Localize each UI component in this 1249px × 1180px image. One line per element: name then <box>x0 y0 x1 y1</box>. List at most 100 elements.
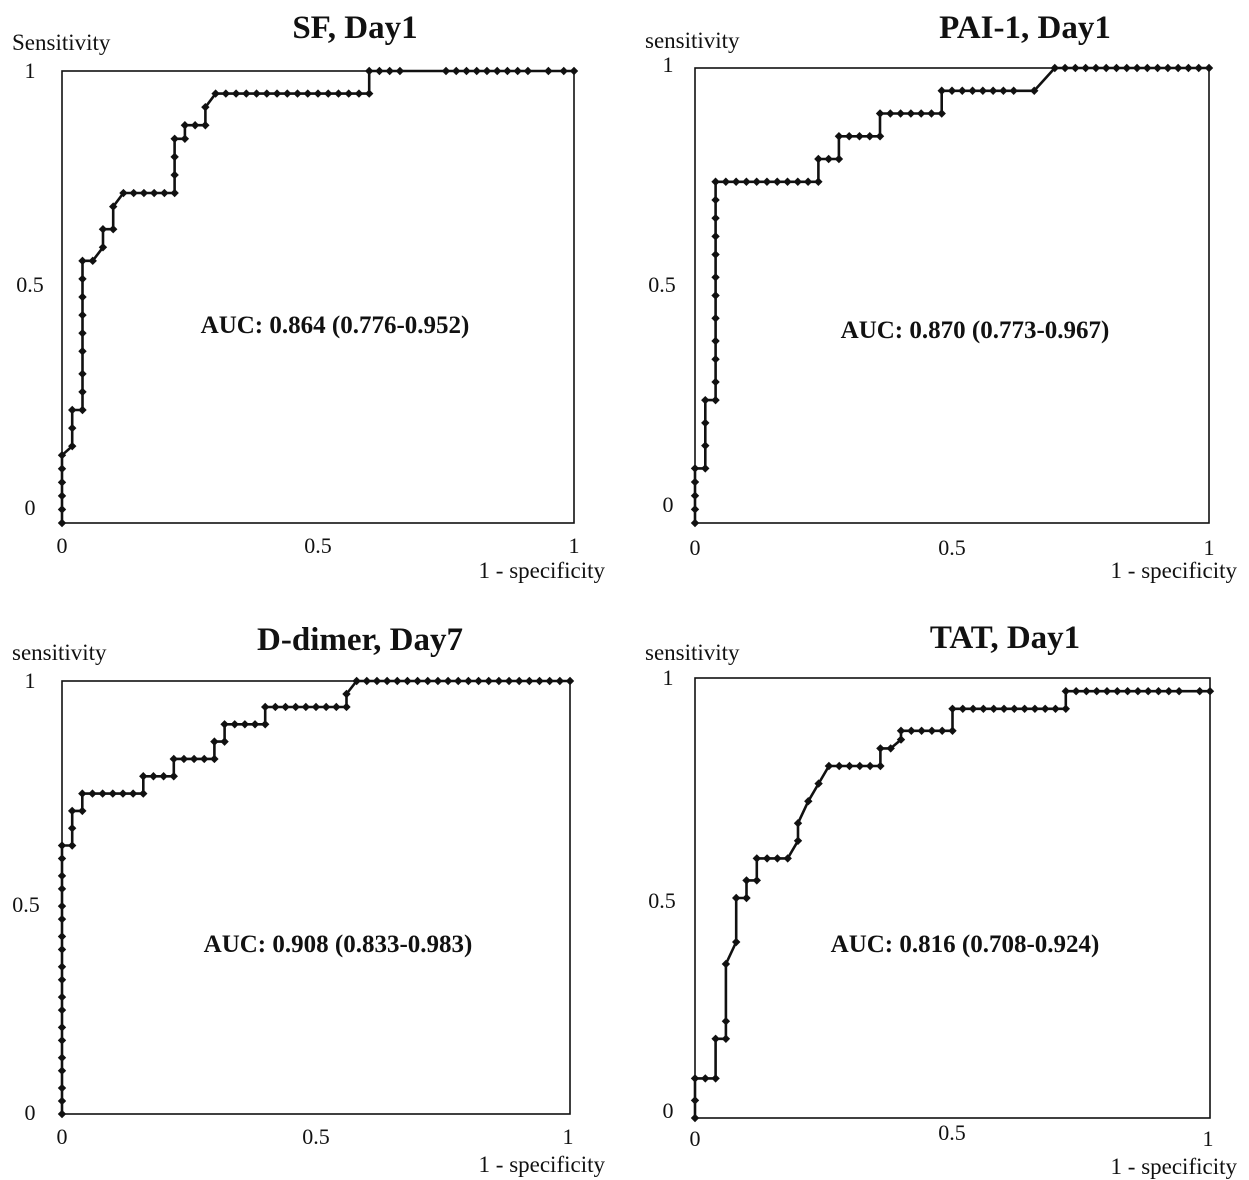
roc-point <box>958 704 967 713</box>
x-tick-label: 0.5 <box>938 535 966 560</box>
x-tick-label: 0 <box>690 535 701 560</box>
plot-frame <box>61 70 575 524</box>
roc-point <box>159 772 168 781</box>
roc-point <box>1205 687 1215 696</box>
roc-point <box>523 66 533 76</box>
roc-point <box>78 789 87 798</box>
roc-point <box>1173 63 1183 73</box>
roc-point <box>441 66 451 76</box>
roc-point <box>896 109 905 118</box>
roc-point <box>382 676 392 686</box>
roc-point <box>57 901 67 911</box>
roc-point <box>240 720 250 729</box>
roc-point <box>1184 63 1193 73</box>
roc-point <box>711 1074 720 1083</box>
roc-curve-line <box>693 66 1209 523</box>
roc-panel-pai1-day1: PAI-1, Day1 sensitivity 1 0.5 0 0 0.5 1 … <box>645 10 1237 583</box>
roc-point <box>354 89 364 98</box>
roc-point <box>948 726 957 735</box>
roc-point <box>484 676 493 686</box>
roc-point <box>109 225 118 234</box>
y-tick-label: 0 <box>663 492 674 517</box>
roc-point <box>179 754 189 764</box>
roc-point <box>711 195 720 205</box>
roc-curve-layer <box>57 676 575 1119</box>
roc-point <box>118 789 128 798</box>
roc-point <box>201 102 210 112</box>
roc-point <box>559 66 568 76</box>
roc-point <box>690 464 700 473</box>
roc-point <box>78 405 87 415</box>
roc-point <box>1091 63 1101 73</box>
roc-point <box>67 806 77 816</box>
plot-frame <box>694 67 1210 524</box>
roc-point <box>742 876 751 885</box>
roc-point <box>711 213 720 223</box>
y-tick-label: 1 <box>663 665 674 690</box>
roc-point <box>149 188 159 198</box>
roc-point <box>968 704 978 713</box>
roc-point <box>57 451 67 460</box>
roc-point <box>762 854 772 863</box>
roc-point <box>57 1036 67 1045</box>
roc-point <box>773 854 782 863</box>
roc-point <box>68 405 77 415</box>
roc-point <box>57 1083 67 1093</box>
auc-annotation: AUC: 0.908 (0.833-0.983) <box>204 931 473 958</box>
x-tick-label: 0 <box>690 1126 701 1151</box>
plot-frame <box>694 677 1211 1119</box>
roc-point <box>503 66 512 76</box>
roc-point <box>334 89 343 98</box>
roc-point <box>293 89 302 98</box>
roc-point <box>1060 63 1070 73</box>
roc-point <box>57 1053 67 1062</box>
roc-point <box>1194 63 1203 73</box>
panel-title: D-dimer, Day7 <box>257 622 463 658</box>
roc-point <box>201 121 210 130</box>
roc-point <box>793 177 802 186</box>
roc-point <box>57 1109 67 1119</box>
roc-point <box>896 735 906 744</box>
x-axis-label: 1 - specificity <box>479 1152 606 1177</box>
roc-point <box>711 250 720 259</box>
roc-point <box>1020 704 1029 713</box>
roc-point <box>701 418 710 428</box>
roc-point <box>98 789 107 798</box>
roc-point <box>834 154 844 164</box>
roc-point <box>535 676 544 686</box>
y-tick-label: 0.5 <box>12 892 40 917</box>
roc-point <box>1082 687 1091 696</box>
roc-point <box>1195 687 1204 696</box>
roc-point <box>352 676 361 686</box>
roc-point <box>1030 704 1040 713</box>
y-tick-label: 1 <box>25 58 36 83</box>
roc-point <box>57 1005 67 1015</box>
roc-point <box>875 109 885 118</box>
roc-point <box>242 89 251 98</box>
roc-point <box>701 441 710 450</box>
roc-point <box>291 702 300 712</box>
roc-point <box>978 86 988 95</box>
roc-point <box>855 132 864 141</box>
roc-point <box>1030 86 1039 95</box>
roc-point <box>783 177 792 186</box>
roc-point <box>855 761 864 771</box>
roc-point <box>220 720 229 729</box>
roc-point <box>78 292 87 302</box>
roc-point <box>1123 687 1132 696</box>
roc-point <box>1153 63 1162 73</box>
roc-point <box>958 86 967 95</box>
roc-curve-line <box>60 679 570 1114</box>
roc-point <box>262 89 271 98</box>
roc-point <box>937 86 946 95</box>
roc-point <box>57 914 67 924</box>
roc-point <box>907 726 916 735</box>
roc-point <box>947 86 957 95</box>
roc-point <box>711 1034 720 1043</box>
y-tick-label: 0.5 <box>648 888 676 913</box>
roc-point <box>824 761 834 771</box>
roc-point <box>938 726 947 735</box>
x-tick-label: 0 <box>57 533 68 558</box>
roc-point <box>128 789 138 798</box>
